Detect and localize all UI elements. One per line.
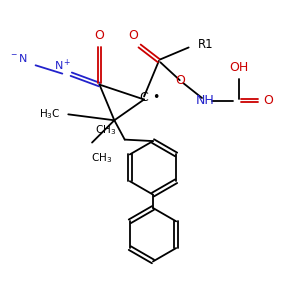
Text: O: O	[94, 28, 104, 41]
Text: C: C	[140, 92, 148, 104]
Text: OH: OH	[230, 61, 249, 74]
Text: NH: NH	[196, 94, 214, 107]
Text: N$^+$: N$^+$	[54, 58, 71, 73]
Text: CH$_3$: CH$_3$	[91, 152, 112, 165]
Text: R1: R1	[198, 38, 213, 51]
Text: O: O	[263, 94, 273, 107]
Text: •: •	[152, 92, 159, 104]
Text: CH$_3$: CH$_3$	[94, 123, 116, 136]
Text: $^-$N: $^-$N	[9, 52, 28, 64]
Text: H$_3$C: H$_3$C	[39, 107, 61, 121]
Text: O: O	[175, 74, 185, 87]
Text: O: O	[129, 28, 139, 41]
